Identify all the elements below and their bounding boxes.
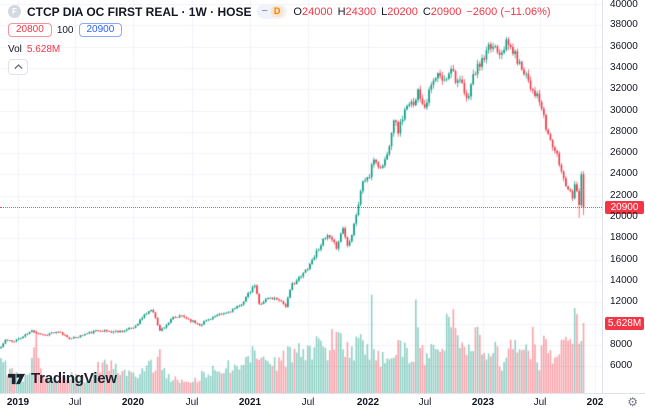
time-tick-label: 2022 <box>356 397 380 408</box>
chevron-up-icon <box>13 64 23 70</box>
price-tick-label: 22000 <box>610 189 638 201</box>
price-tick-label: 18000 <box>610 232 638 244</box>
price-tick-label: 8000 <box>610 338 633 350</box>
time-tick-label: Jul <box>418 397 432 408</box>
time-tick-label: 2020 <box>121 397 145 408</box>
price-tick-label: 20000 <box>610 211 638 222</box>
close-value: 20900 <box>430 5 462 18</box>
time-tick-label: 2021 <box>238 397 262 408</box>
time-tick-label: Jul <box>68 397 82 408</box>
price-axis[interactable]: 20900 5.628M 40000 38000 36000 34000 32000 30… <box>602 0 645 393</box>
time-tick-label: 2023 <box>471 397 495 408</box>
bid-ask-row: 20800 100 20900 <box>8 23 551 37</box>
price-tick-label: 12000 <box>610 296 638 308</box>
open-label: O <box>293 5 302 18</box>
current-price-label: 20900 <box>605 201 644 215</box>
close-label: C <box>422 5 431 18</box>
time-axis[interactable]: ⚙ 2019 Jul 2020 Jul 2021 Jul 2022 Jul 2023 Jul 202 <box>0 393 645 410</box>
sell-button[interactable]: 20800 <box>8 23 52 37</box>
ohlc-values: O24000 H24300 L20200 C20900 −2600 (−11.0… <box>293 6 550 18</box>
low-label: L <box>381 5 388 18</box>
open-value: 24000 <box>301 5 333 18</box>
volume-value: 5.628M <box>26 43 61 55</box>
volume-row: Vol 5.628M <box>8 43 551 55</box>
time-tick-label: Jul <box>185 397 199 408</box>
minus-icon: − <box>261 5 268 17</box>
tradingview-logo-text: TradingView <box>31 370 117 387</box>
price-tick-label: 38000 <box>610 19 638 31</box>
price-tick-label: 26000 <box>610 147 638 159</box>
symbol-logo: F <box>8 5 21 18</box>
tradingview-watermark[interactable]: TradingView <box>7 370 117 387</box>
price-tick-label: 30000 <box>610 104 638 116</box>
interval-pill[interactable]: − D <box>257 4 288 19</box>
price-tick-label: 36000 <box>610 40 638 52</box>
price-tick-label: 28000 <box>610 125 638 137</box>
gear-icon[interactable]: ⚙ <box>627 395 638 409</box>
price-tick-label: 16000 <box>610 253 638 265</box>
current-price-line[interactable] <box>0 207 602 208</box>
current-volume-label: 5.628M <box>605 317 644 330</box>
symbol-title[interactable]: CTCP DIA OC FIRST REAL · 1W · HOSE <box>27 4 252 19</box>
price-tick-label: 6000 <box>610 360 633 372</box>
buy-button[interactable]: 20900 <box>78 23 123 37</box>
interval-button[interactable]: D <box>270 6 284 17</box>
price-tick-label: 32000 <box>610 83 638 95</box>
price-tick-label: 14000 <box>610 274 638 286</box>
price-tick-label: 24000 <box>610 168 638 180</box>
high-label: H <box>337 5 346 18</box>
low-value: 20200 <box>387 5 418 18</box>
price-chart-canvas[interactable] <box>0 0 602 393</box>
chart-legend: F CTCP DIA OC FIRST REAL · 1W · HOSE − D… <box>8 4 551 75</box>
legend-title-row: F CTCP DIA OC FIRST REAL · 1W · HOSE − D… <box>8 4 551 19</box>
change-value: −2600 (−11.06%) <box>466 5 551 18</box>
time-tick-label: 2019 <box>6 397 30 408</box>
high-value: 24300 <box>345 5 377 18</box>
collapse-legend-button[interactable] <box>8 59 28 75</box>
lot-size: 100 <box>56 24 74 36</box>
time-tick-label: Jul <box>301 397 315 408</box>
price-tick-label: 40000 <box>610 0 638 10</box>
tradingview-logo-icon <box>8 373 25 385</box>
volume-label: Vol <box>8 43 22 55</box>
price-tick-label: 34000 <box>610 61 638 73</box>
time-tick-label: Jul <box>533 397 547 408</box>
time-tick-label: 202 <box>586 397 604 408</box>
